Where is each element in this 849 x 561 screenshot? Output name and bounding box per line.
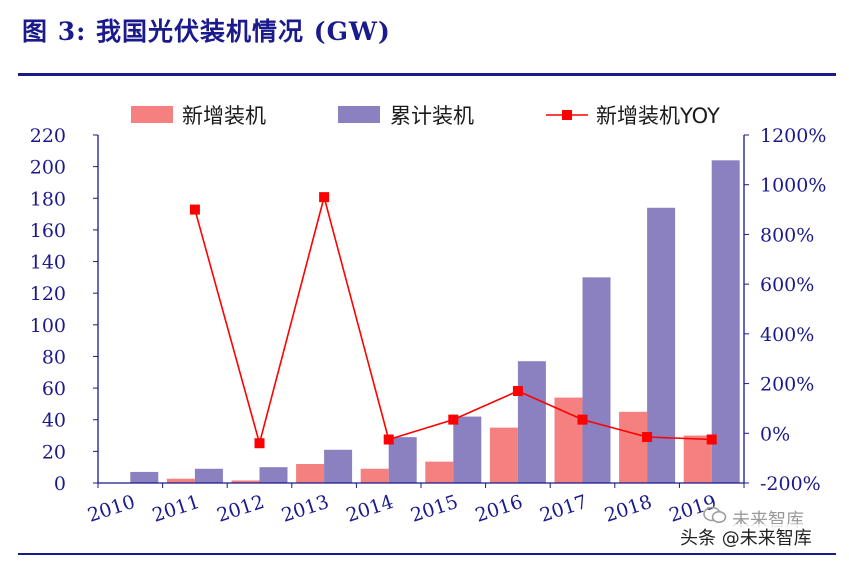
yoy-line-path: [194, 194, 712, 447]
right-tick-label: 800%: [760, 224, 814, 246]
x-tick-label-2012: 2012: [214, 491, 267, 527]
bar-new-2018: [619, 411, 648, 483]
x-tick-label-2018: 2018: [602, 491, 655, 527]
left-tick-label: 0: [54, 473, 66, 495]
legend-swatch-cumulative: [338, 106, 380, 123]
left-tick-label: 220: [30, 125, 66, 147]
title-rule: [18, 73, 836, 76]
bar-cumulative-2014: [388, 437, 417, 483]
right-tick-label: 200%: [760, 374, 814, 396]
bar-new-2011: [166, 478, 195, 483]
bar-cumulative-2011: [194, 468, 223, 483]
yoy-point-2014: [383, 434, 394, 445]
bar-cumulative-2013: [324, 449, 353, 483]
left-tick-label: 40: [42, 410, 66, 432]
yoy-point-2019: [706, 434, 717, 445]
left-tick-label: 20: [42, 441, 66, 463]
legend-swatch-yoy-marker: [562, 110, 572, 120]
figure-title: 图 3: 我国光伏装机情况 (GW): [22, 17, 391, 46]
left-tick-label: 140: [30, 252, 66, 274]
x-tick-label-2014: 2014: [343, 491, 396, 527]
right-tick-label: 600%: [760, 274, 814, 296]
legend-label-cumulative: 累计装机: [390, 104, 474, 128]
bars-cumulative-installs: [130, 160, 740, 484]
bar-new-2012: [231, 480, 260, 483]
x-tick-label-2011: 2011: [150, 491, 203, 527]
bottom-rule: [18, 553, 836, 555]
bar-new-2013: [296, 464, 325, 483]
right-tick-label: 400%: [760, 324, 814, 346]
bars-new-installs: [166, 397, 712, 483]
x-tick-label-2015: 2015: [408, 491, 461, 527]
bar-cumulative-2010: [130, 471, 159, 483]
bar-cumulative-2017: [582, 277, 611, 483]
left-tick-label: 180: [30, 188, 66, 210]
legend: 新增装机 累计装机 新增装机YOY: [131, 104, 720, 128]
yoy-point-2013: [319, 192, 330, 203]
bar-cumulative-2012: [259, 467, 288, 483]
legend-label-new: 新增装机: [182, 104, 266, 128]
bar-new-2016: [489, 427, 518, 483]
x-tick-label-2013: 2013: [279, 491, 332, 527]
legend-label-yoy: 新增装机YOY: [596, 104, 720, 128]
right-tick-label: 1200%: [760, 125, 826, 147]
bar-new-2014: [360, 468, 389, 483]
right-axis-ticks: -200% 0% 200% 400% 600% 800% 1000% 1200%: [744, 125, 826, 495]
right-tick-label: 1000%: [760, 175, 826, 197]
bar-cumulative-2019: [711, 160, 740, 484]
watermark-text: 头条 @未来智库: [676, 524, 816, 550]
x-tick-label-2010: 2010: [85, 491, 138, 527]
legend-swatch-new: [131, 106, 173, 123]
x-tick-label-2016: 2016: [473, 491, 526, 527]
left-tick-label: 80: [42, 346, 66, 368]
left-tick-label: 160: [30, 220, 66, 242]
left-axis-ticks: 0 20 40 60 80 100 120 140 160 180 200 220: [30, 125, 98, 495]
yoy-point-2018: [642, 432, 653, 443]
left-tick-label: 100: [30, 315, 66, 337]
yoy-point-2015: [448, 414, 459, 425]
yoy-point-2011: [189, 204, 200, 215]
bar-cumulative-2016: [517, 361, 546, 483]
right-tick-label: -200%: [760, 473, 821, 495]
right-tick-label: 0%: [760, 423, 790, 445]
yoy-line-series: [189, 192, 717, 449]
bar-new-2015: [425, 461, 454, 483]
bar-new-2017: [554, 397, 583, 483]
left-tick-label: 200: [30, 157, 66, 179]
left-tick-label: 60: [42, 378, 66, 400]
left-tick-label: 120: [30, 283, 66, 305]
yoy-point-2017: [577, 414, 588, 425]
yoy-point-2016: [512, 386, 523, 397]
wechat-icon: [703, 506, 727, 523]
x-axis-ticks: 2010 2011 2012 2013 2014 2015 2016 2017 2018 2019: [85, 483, 745, 527]
yoy-point-2012: [254, 438, 265, 449]
bar-cumulative-2015: [453, 416, 482, 483]
x-tick-label-2017: 2017: [537, 491, 590, 527]
